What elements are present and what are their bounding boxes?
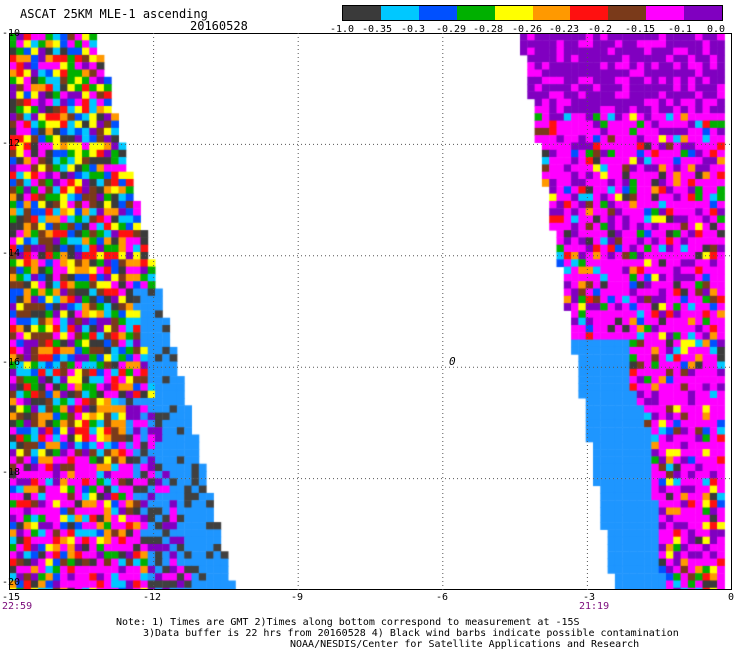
color-scale-segment <box>646 6 685 20</box>
color-scale-segment <box>456 6 495 20</box>
color-scale-label: -1.0 <box>329 24 355 35</box>
color-scale-label: -0.26 <box>511 24 543 35</box>
lon-label-6: -6 <box>435 592 449 603</box>
color-scale-label: -0.23 <box>548 24 580 35</box>
lat-label-14: -14 <box>2 248 21 259</box>
note-line-1: Note: 1) Times are GMT 2)Times along bot… <box>116 617 580 628</box>
time-label-right: 21:19 <box>579 601 610 612</box>
note-line-2: 3)Data buffer is 22 hrs from 20160528 4)… <box>143 628 679 639</box>
color-scale-label: 0.0 <box>706 24 726 35</box>
color-scale-label: -0.3 <box>400 24 426 35</box>
color-scale-bar <box>342 5 723 21</box>
color-scale-segment <box>532 6 571 20</box>
color-scale-label: -0.29 <box>435 24 467 35</box>
swath-data-layer <box>9 33 732 590</box>
color-scale-labels: -1.0 -0.35 -0.3 -0.29 -0.28 -0.26 -0.23 -0.2 -0.… <box>330 24 730 36</box>
color-scale-segment <box>608 6 647 20</box>
color-scale-label: -0.15 <box>624 24 656 35</box>
color-scale-segment <box>343 6 381 20</box>
map-date: 20160528 <box>190 19 248 33</box>
lon-label-12: -12 <box>142 592 162 603</box>
lon-label-0: 0 <box>727 592 735 603</box>
color-scale-segment <box>570 6 609 20</box>
map-plot-area <box>9 33 732 590</box>
lat-label-18: -18 <box>2 467 21 478</box>
color-scale-segment <box>494 6 533 20</box>
color-scale-label: -0.1 <box>667 24 693 35</box>
color-scale-segment <box>684 6 723 20</box>
color-scale-label: -0.35 <box>361 24 393 35</box>
lat-label-20: -20 <box>2 577 21 588</box>
color-scale-segment <box>380 6 419 20</box>
color-scale-label: -0.28 <box>472 24 504 35</box>
lat-label-10: -10 <box>2 28 21 39</box>
lat-label-12: -12 <box>2 138 21 149</box>
time-label-left: 22:59 <box>2 601 33 612</box>
color-scale-segment <box>418 6 457 20</box>
map-title: ASCAT 25KM MLE-1 ascending <box>20 7 208 21</box>
color-scale-label: -0.2 <box>587 24 613 35</box>
lon-label-9: -9 <box>290 592 304 603</box>
lat-label-16: -16 <box>2 357 21 368</box>
lon-label-3: -3 <box>582 592 596 603</box>
center-contour-label: 0 <box>449 355 456 368</box>
lon-label-15: -15 <box>1 592 21 603</box>
note-line-3: NOAA/NESDIS/Center for Satellite Applica… <box>290 639 640 650</box>
